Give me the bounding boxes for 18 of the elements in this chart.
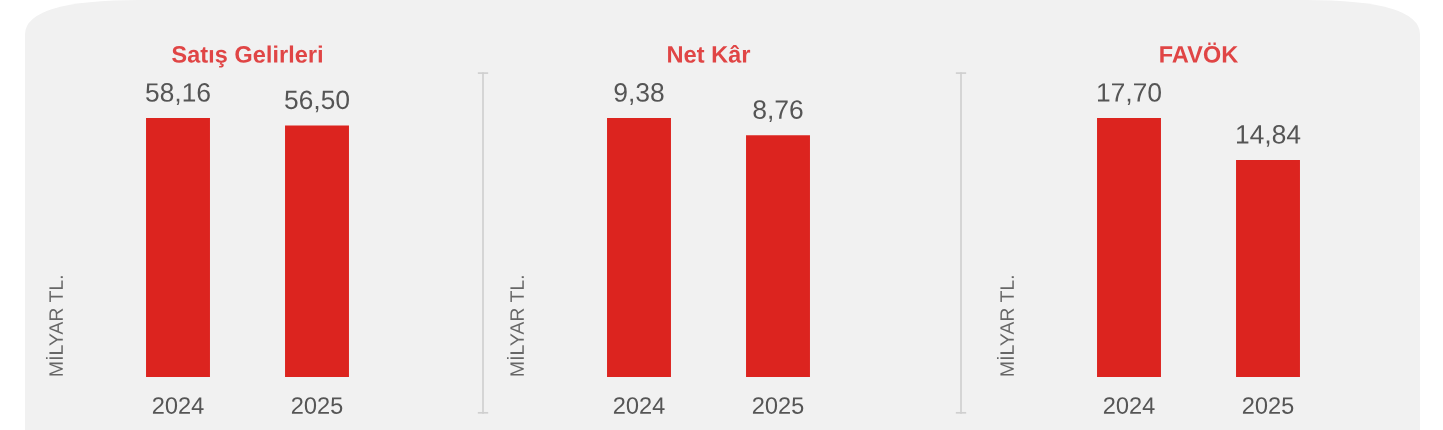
data-label: 58,16	[146, 83, 210, 105]
x-tick-label: 2025	[291, 397, 343, 414]
y-axis-title: MİLYAR TL.	[506, 276, 524, 376]
x-tick-label: 2024	[613, 397, 665, 414]
x-tick-label: 2025	[752, 397, 804, 414]
y-axis-title: MİLYAR TL.	[996, 276, 1014, 376]
chart-title: Satış Gelirleri	[172, 45, 322, 68]
chart-title: Net Kâr	[668, 44, 751, 63]
data-label: 14,84	[1237, 124, 1301, 147]
chart-title: FAVÖK	[1160, 42, 1239, 63]
data-label: 9,38	[614, 83, 664, 105]
y-axis-title: MİLYAR TL.	[45, 276, 63, 376]
x-tick-label: 2025	[1242, 397, 1294, 414]
data-label: 8,76	[753, 100, 803, 123]
data-label: 56,50	[285, 90, 349, 113]
data-label: 17,70	[1098, 83, 1161, 105]
x-tick-label: 2024	[1103, 397, 1155, 414]
x-tick-label: 2024	[152, 397, 204, 414]
